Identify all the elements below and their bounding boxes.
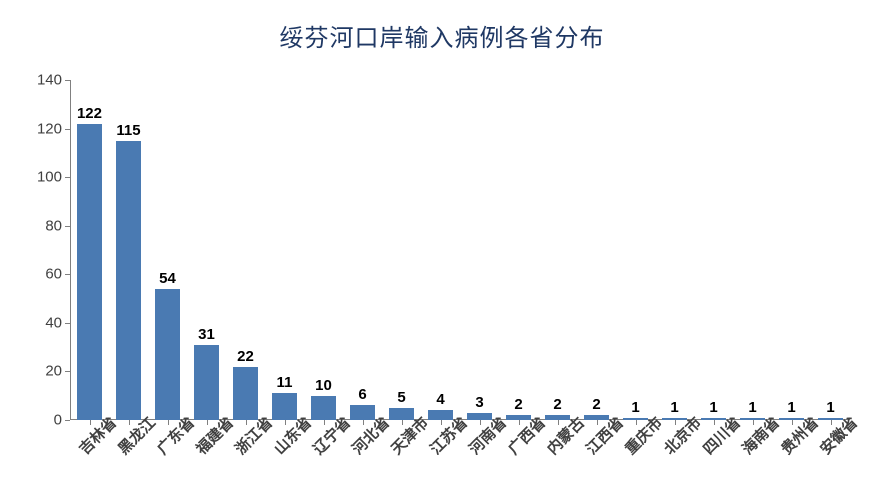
bar-value-label: 1 — [748, 399, 756, 418]
bar-value-label: 1 — [787, 399, 795, 418]
bar-value-label: 4 — [436, 391, 444, 410]
bar-value-label: 31 — [198, 326, 215, 345]
bar-value-label: 122 — [77, 105, 102, 124]
y-tick-label: 0 — [54, 412, 62, 429]
bar-value-label: 3 — [475, 394, 483, 413]
y-tick-label: 100 — [37, 169, 62, 186]
y-tick-label: 20 — [45, 363, 62, 380]
y-tick-label: 40 — [45, 314, 62, 331]
bar-value-label: 1 — [631, 399, 639, 418]
y-tick-label: 80 — [45, 217, 62, 234]
bar: 54 — [155, 289, 179, 420]
bar: 11 — [272, 393, 296, 420]
bar: 115 — [116, 141, 140, 420]
bar-value-label: 2 — [514, 396, 522, 415]
y-tick-label: 120 — [37, 120, 62, 137]
bar-value-label: 2 — [553, 396, 561, 415]
bar-value-label: 115 — [116, 122, 140, 141]
bar-value-label: 6 — [358, 386, 366, 405]
y-tick-label: 60 — [45, 266, 62, 283]
bar-value-label: 1 — [826, 399, 834, 418]
y-tick-label: 140 — [37, 72, 62, 89]
bar: 10 — [311, 396, 335, 420]
bar-value-label: 1 — [670, 399, 678, 418]
bar-value-label: 2 — [592, 396, 600, 415]
x-axis-labels: 吉林省黑龙江广东省福建省浙江省山东省辽宁省河北省天津市江苏省河南省广西省内蒙古江… — [70, 422, 850, 492]
bar: 31 — [194, 345, 218, 420]
bar: 22 — [233, 367, 257, 420]
bar-value-label: 22 — [237, 348, 254, 367]
chart-container: 绥芬河口岸输入病例各省分布 020406080100120140 1221155… — [0, 0, 884, 500]
bar-value-label: 54 — [159, 270, 176, 289]
bar-value-label: 10 — [315, 377, 332, 396]
bars-group: 12211554312211106543222111111 — [70, 80, 850, 420]
plot-area: 020406080100120140 122115543122111065432… — [70, 80, 850, 420]
bar-value-label: 5 — [397, 389, 405, 408]
bar-value-label: 11 — [277, 374, 293, 393]
y-tick-mark — [65, 420, 70, 421]
bar-value-label: 1 — [709, 399, 717, 418]
bar: 122 — [77, 124, 101, 420]
bar: 6 — [350, 405, 374, 420]
chart-title: 绥芬河口岸输入病例各省分布 — [0, 0, 884, 53]
